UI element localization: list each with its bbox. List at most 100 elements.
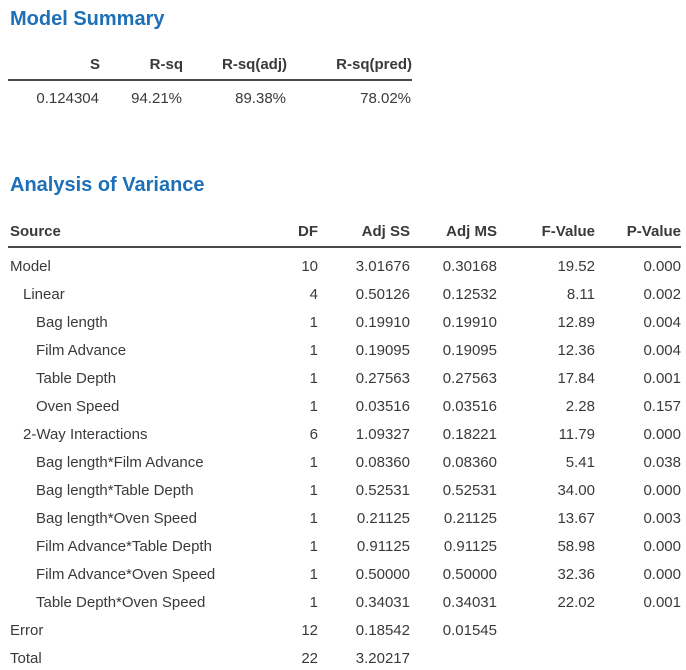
table-row: Error120.185420.01545 bbox=[8, 616, 681, 644]
cell-adj-ss: 0.91125 bbox=[318, 532, 410, 560]
anova-title: Analysis of Variance bbox=[0, 166, 686, 198]
table-row: 2-Way Interactions61.093270.1822111.790.… bbox=[8, 420, 681, 448]
cell-source: Bag length bbox=[8, 308, 258, 336]
model-summary-table: SR-sqR-sq(adj)R-sq(pred) 0.12430494.21%8… bbox=[8, 56, 412, 110]
cell-adj-ms: 0.01545 bbox=[410, 616, 497, 644]
cell-f-value: 12.89 bbox=[497, 308, 595, 336]
anova-column-header: Adj MS bbox=[410, 223, 497, 247]
model-summary-column-header: S bbox=[8, 56, 100, 80]
cell-f-value: 13.67 bbox=[497, 504, 595, 532]
cell-adj-ss: 0.21125 bbox=[318, 504, 410, 532]
output-pane: Model Summary SR-sqR-sq(adj)R-sq(pred) 0… bbox=[0, 0, 686, 670]
cell-source: Linear bbox=[8, 280, 258, 308]
cell-df: 10 bbox=[258, 247, 318, 280]
anova-column-header: F-Value bbox=[497, 223, 595, 247]
cell-p-value: 0.000 bbox=[595, 420, 681, 448]
cell-source: Oven Speed bbox=[8, 392, 258, 420]
cell-source: Bag length*Table Depth bbox=[8, 476, 258, 504]
cell-adj-ms: 0.27563 bbox=[410, 364, 497, 392]
cell-adj-ss: 1.09327 bbox=[318, 420, 410, 448]
model-summary-value-row: 0.12430494.21%89.38%78.02% bbox=[8, 80, 412, 110]
table-row: Oven Speed10.035160.035162.280.157 bbox=[8, 392, 681, 420]
cell-p-value: 0.000 bbox=[595, 476, 681, 504]
cell-adj-ms: 0.19095 bbox=[410, 336, 497, 364]
table-row: Film Advance*Oven Speed10.500000.5000032… bbox=[8, 560, 681, 588]
cell-f-value: 22.02 bbox=[497, 588, 595, 616]
cell-p-value: 0.004 bbox=[595, 336, 681, 364]
cell-adj-ss: 0.19095 bbox=[318, 336, 410, 364]
cell-source: Bag length*Oven Speed bbox=[8, 504, 258, 532]
model-summary-title: Model Summary bbox=[0, 0, 686, 32]
table-row: Film Advance10.190950.1909512.360.004 bbox=[8, 336, 681, 364]
cell-df: 4 bbox=[258, 280, 318, 308]
cell-adj-ms: 0.30168 bbox=[410, 247, 497, 280]
table-row: Bag length*Oven Speed10.211250.2112513.6… bbox=[8, 504, 681, 532]
table-row: Bag length*Film Advance10.083600.083605.… bbox=[8, 448, 681, 476]
cell-adj-ms: 0.91125 bbox=[410, 532, 497, 560]
cell-source: Total bbox=[8, 644, 258, 670]
cell-f-value bbox=[497, 616, 595, 644]
cell-p-value: 0.004 bbox=[595, 308, 681, 336]
cell-source: Table Depth bbox=[8, 364, 258, 392]
cell-adj-ss: 3.01676 bbox=[318, 247, 410, 280]
cell-source: Bag length*Film Advance bbox=[8, 448, 258, 476]
cell-f-value: 12.36 bbox=[497, 336, 595, 364]
cell-adj-ms: 0.19910 bbox=[410, 308, 497, 336]
cell-adj-ss: 3.20217 bbox=[318, 644, 410, 670]
cell-df: 1 bbox=[258, 392, 318, 420]
table-row: Bag length10.199100.1991012.890.004 bbox=[8, 308, 681, 336]
cell-f-value: 34.00 bbox=[497, 476, 595, 504]
cell-adj-ss: 0.03516 bbox=[318, 392, 410, 420]
cell-source: Error bbox=[8, 616, 258, 644]
cell-source: 2-Way Interactions bbox=[8, 420, 258, 448]
anova-column-header: Source bbox=[8, 223, 258, 247]
cell-df: 6 bbox=[258, 420, 318, 448]
anova-column-header: P-Value bbox=[595, 223, 681, 247]
cell-source: Model bbox=[8, 247, 258, 280]
cell-df: 22 bbox=[258, 644, 318, 670]
cell-df: 12 bbox=[258, 616, 318, 644]
cell-df: 1 bbox=[258, 532, 318, 560]
cell-df: 1 bbox=[258, 336, 318, 364]
table-row: Linear40.501260.125328.110.002 bbox=[8, 280, 681, 308]
cell-adj-ss: 0.50000 bbox=[318, 560, 410, 588]
cell-p-value: 0.001 bbox=[595, 588, 681, 616]
cell-df: 1 bbox=[258, 476, 318, 504]
cell-adj-ms: 0.12532 bbox=[410, 280, 497, 308]
table-row: Film Advance*Table Depth10.911250.911255… bbox=[8, 532, 681, 560]
cell-adj-ms: 0.52531 bbox=[410, 476, 497, 504]
cell-df: 1 bbox=[258, 560, 318, 588]
model-summary-header-row: SR-sqR-sq(adj)R-sq(pred) bbox=[8, 56, 412, 80]
anova-column-header: Adj SS bbox=[318, 223, 410, 247]
anova-header-row: SourceDFAdj SSAdj MSF-ValueP-Value bbox=[8, 223, 681, 247]
cell-df: 1 bbox=[258, 308, 318, 336]
cell-f-value: 5.41 bbox=[497, 448, 595, 476]
cell-f-value: 11.79 bbox=[497, 420, 595, 448]
cell-f-value: 19.52 bbox=[497, 247, 595, 280]
cell-f-value bbox=[497, 644, 595, 670]
cell-f-value: 58.98 bbox=[497, 532, 595, 560]
cell-adj-ms: 0.08360 bbox=[410, 448, 497, 476]
cell-adj-ms: 0.03516 bbox=[410, 392, 497, 420]
cell-source: Film Advance*Oven Speed bbox=[8, 560, 258, 588]
cell-adj-ss: 0.08360 bbox=[318, 448, 410, 476]
cell-source: Film Advance bbox=[8, 336, 258, 364]
cell-p-value: 0.001 bbox=[595, 364, 681, 392]
table-row: Bag length*Table Depth10.525310.5253134.… bbox=[8, 476, 681, 504]
model-summary-column-header: R-sq(pred) bbox=[287, 56, 412, 80]
table-row: Model103.016760.3016819.520.000 bbox=[8, 247, 681, 280]
cell-p-value: 0.003 bbox=[595, 504, 681, 532]
cell-df: 1 bbox=[258, 588, 318, 616]
cell-f-value: 2.28 bbox=[497, 392, 595, 420]
cell-adj-ss: 0.52531 bbox=[318, 476, 410, 504]
cell-df: 1 bbox=[258, 448, 318, 476]
model-summary-column-header: R-sq(adj) bbox=[183, 56, 287, 80]
cell-p-value: 0.000 bbox=[595, 560, 681, 588]
cell-adj-ms: 0.18221 bbox=[410, 420, 497, 448]
anova-table: SourceDFAdj SSAdj MSF-ValueP-Value Model… bbox=[8, 223, 681, 670]
anova-table-body: Model103.016760.3016819.520.000Linear40.… bbox=[8, 247, 681, 670]
model-summary-column-header: R-sq bbox=[100, 56, 183, 80]
model-summary-value: 94.21% bbox=[100, 80, 183, 110]
cell-p-value: 0.000 bbox=[595, 247, 681, 280]
cell-p-value: 0.000 bbox=[595, 532, 681, 560]
